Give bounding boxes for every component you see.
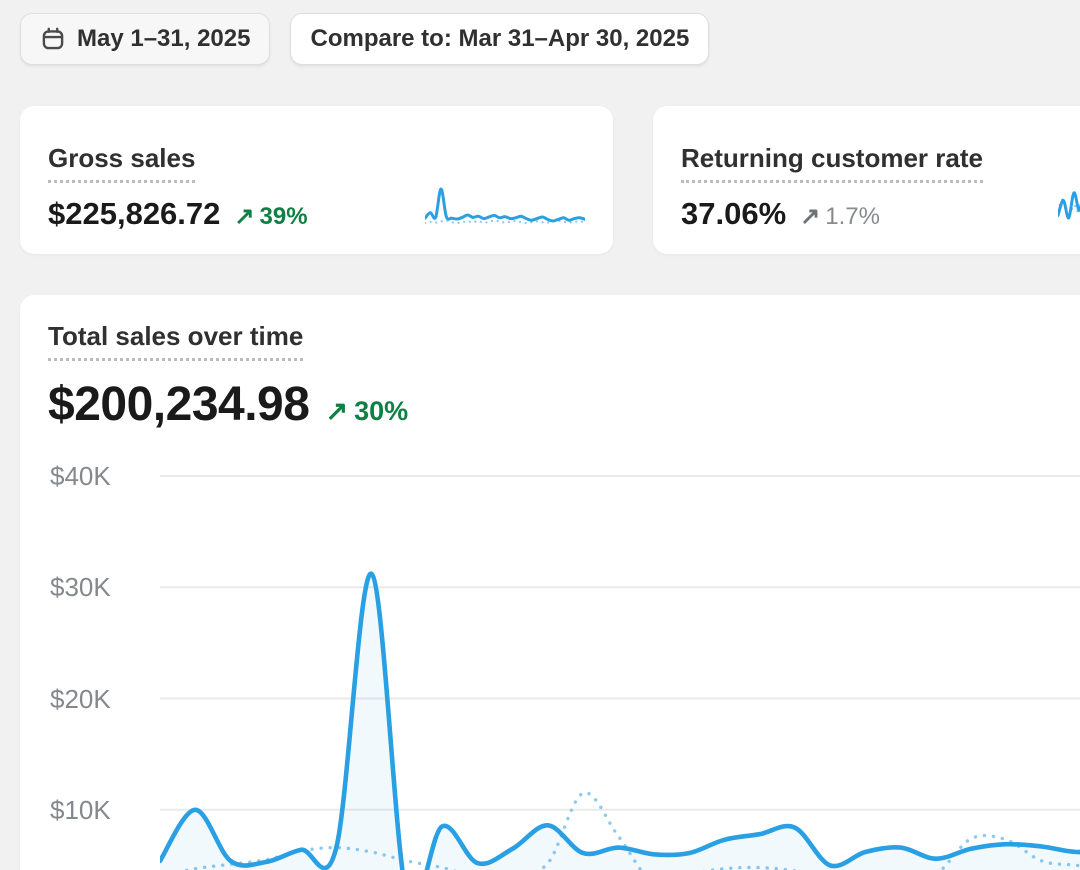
- returning-rate-sparkline: [1058, 191, 1080, 220]
- total-sales-delta-value: 30%: [354, 396, 409, 426]
- previous-period-line: [425, 219, 585, 225]
- y-axis-label: $40K: [50, 461, 111, 491]
- y-axis-label: $30K: [50, 572, 111, 603]
- current-period-line: [1058, 191, 1080, 220]
- returning-customer-rate-card[interactable]: Returning customer rate 37.06% ↗ 1.7%: [653, 106, 1080, 254]
- calendar-icon: [42, 27, 64, 50]
- current-period-line: [425, 187, 585, 223]
- trend-up-icon: ↗: [234, 203, 255, 230]
- returning-rate-value: 37.06%: [681, 196, 787, 231]
- gross-sales-value: $225,826.72: [48, 196, 221, 231]
- returning-rate-delta-badge: ↗ 1.7%: [800, 202, 880, 231]
- gross-sales-delta-badge: ↗ 39%: [234, 202, 307, 231]
- y-axis-label: $20K: [50, 683, 111, 714]
- returning-rate-title[interactable]: Returning customer rate: [681, 143, 983, 183]
- total-sales-value-row: $200,234.98 ↗ 30%: [48, 377, 1080, 432]
- returning-rate-delta-value: 1.7%: [825, 203, 880, 230]
- returning-rate-metric: Returning customer rate 37.06% ↗ 1.7%: [681, 143, 983, 232]
- total-sales-delta-badge: ↗ 30%: [325, 396, 408, 427]
- gross-sales-card[interactable]: Gross sales $225,826.72 ↗ 39%: [20, 106, 613, 254]
- y-axis-label: $10K: [50, 794, 111, 825]
- gross-sales-title[interactable]: Gross sales: [48, 143, 196, 183]
- compare-range-label: Compare to: Mar 31–Apr 30, 2025: [310, 25, 690, 52]
- previous-period-line: [180, 791, 1080, 870]
- compare-range-button[interactable]: Compare to: Mar 31–Apr 30, 2025: [290, 13, 710, 65]
- gross-sales-sparkline: [425, 187, 585, 225]
- date-controls-bar: May 1–31, 2025 Compare to: Mar 31–Apr 30…: [0, 0, 1080, 65]
- gross-sales-metric: Gross sales $225,826.72 ↗ 39%: [48, 143, 308, 232]
- current-period-line: [160, 571, 1080, 870]
- current-period-area: [160, 573, 1080, 870]
- date-range-button[interactable]: May 1–31, 2025: [20, 13, 271, 65]
- total-sales-value: $200,234.98: [48, 378, 310, 431]
- total-sales-chart-area: $40K $30K $20K $10K: [48, 451, 1080, 870]
- gross-sales-value-row: $225,826.72 ↗ 39%: [48, 196, 308, 232]
- returning-rate-value-row: 37.06% ↗ 1.7%: [681, 196, 983, 232]
- total-sales-over-time-card: Total sales over time $200,234.98 ↗ 30% $…: [20, 295, 1080, 870]
- metric-cards-row: Gross sales $225,826.72 ↗ 39% Returning c…: [20, 106, 1080, 254]
- trend-up-icon: ↗: [800, 203, 821, 230]
- date-range-label: May 1–31, 2025: [77, 25, 251, 52]
- total-sales-title[interactable]: Total sales over time: [48, 321, 304, 361]
- total-sales-line-chart[interactable]: [160, 451, 1080, 870]
- gross-sales-delta-value: 39%: [259, 203, 308, 230]
- trend-up-icon: ↗: [325, 396, 349, 426]
